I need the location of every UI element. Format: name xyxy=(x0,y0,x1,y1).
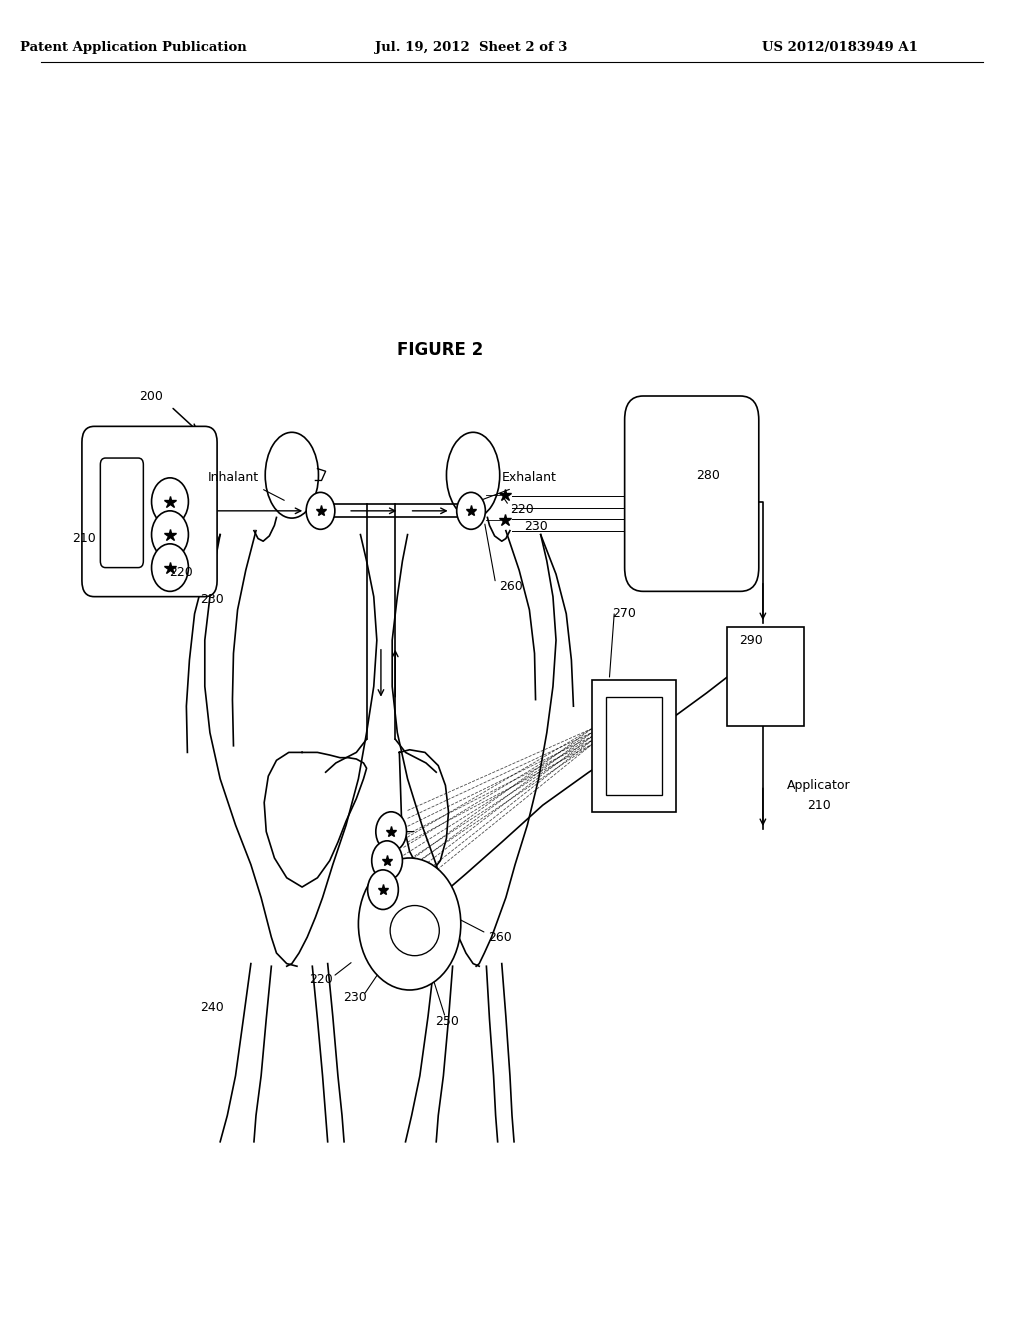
Circle shape xyxy=(152,478,188,525)
Text: 240: 240 xyxy=(200,1001,224,1014)
Text: 210: 210 xyxy=(72,532,96,545)
Bar xyxy=(606,697,662,795)
Text: US 2012/0183949 A1: US 2012/0183949 A1 xyxy=(762,41,918,54)
Text: 230: 230 xyxy=(200,593,224,606)
Circle shape xyxy=(372,841,402,880)
Ellipse shape xyxy=(446,433,500,517)
Text: Inhalant: Inhalant xyxy=(208,471,259,484)
Text: 280: 280 xyxy=(696,469,720,482)
Circle shape xyxy=(152,544,188,591)
Text: 220: 220 xyxy=(510,503,534,516)
Text: 260: 260 xyxy=(487,931,512,944)
Text: Applicator: Applicator xyxy=(787,779,851,792)
Text: Patent Application Publication: Patent Application Publication xyxy=(19,41,247,54)
Text: 230: 230 xyxy=(524,520,548,533)
Circle shape xyxy=(368,870,398,909)
Text: FIGURE 2: FIGURE 2 xyxy=(397,341,483,359)
Text: 290: 290 xyxy=(739,634,763,647)
Ellipse shape xyxy=(390,906,439,956)
Text: 270: 270 xyxy=(612,607,636,620)
Text: Exhalant: Exhalant xyxy=(502,471,557,484)
Text: 210: 210 xyxy=(807,799,831,812)
Circle shape xyxy=(358,858,461,990)
FancyBboxPatch shape xyxy=(82,426,217,597)
Circle shape xyxy=(457,492,485,529)
Text: 220: 220 xyxy=(308,973,333,986)
Text: 250: 250 xyxy=(435,1015,460,1028)
Circle shape xyxy=(376,812,407,851)
Bar xyxy=(727,627,804,726)
Bar xyxy=(592,680,676,812)
FancyBboxPatch shape xyxy=(625,396,759,591)
Circle shape xyxy=(306,492,335,529)
Text: 260: 260 xyxy=(499,579,522,593)
Text: 200: 200 xyxy=(139,389,164,403)
Text: Jul. 19, 2012  Sheet 2 of 3: Jul. 19, 2012 Sheet 2 of 3 xyxy=(375,41,567,54)
Text: 230: 230 xyxy=(343,991,368,1005)
Circle shape xyxy=(152,511,188,558)
Text: 220: 220 xyxy=(169,566,194,579)
FancyBboxPatch shape xyxy=(100,458,143,568)
Ellipse shape xyxy=(265,433,318,517)
